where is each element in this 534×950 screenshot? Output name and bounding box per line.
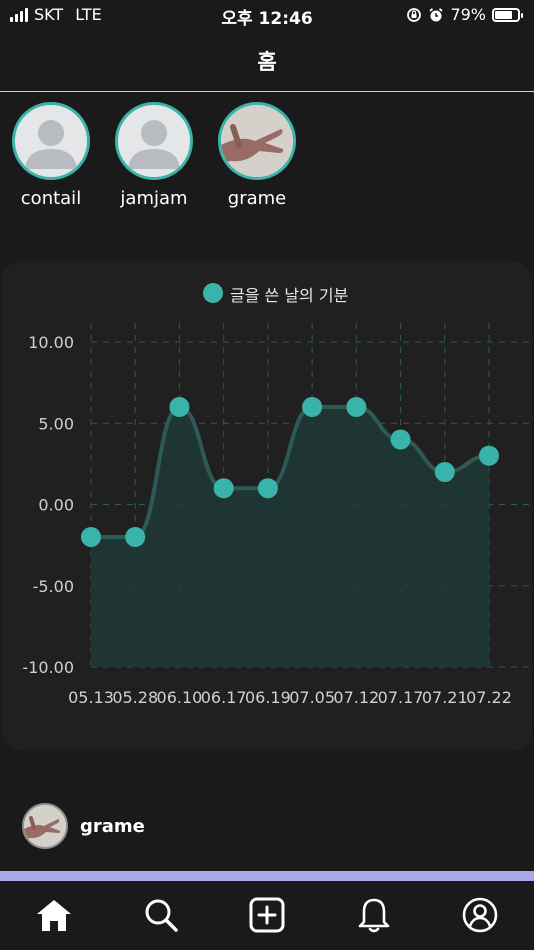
story-name[interactable]: jamjam	[120, 188, 188, 209]
tab-profile[interactable]	[460, 895, 500, 935]
tab-bar	[0, 881, 534, 950]
signal-icon	[10, 7, 28, 22]
orientation-lock-icon	[407, 7, 422, 22]
hand-photo-icon	[24, 805, 66, 847]
story-item-contail[interactable]: contail	[12, 102, 90, 209]
story-name[interactable]: contail	[20, 188, 82, 209]
data-point	[479, 445, 499, 466]
story-name[interactable]: grame	[227, 188, 287, 209]
y-tick-label: -10.00	[22, 658, 74, 677]
data-point	[125, 527, 146, 547]
battery-icon	[492, 7, 523, 22]
hand-photo-icon	[221, 105, 293, 177]
following-list: contail jamjam grame	[12, 102, 296, 209]
x-tick-label: 06.19	[245, 688, 291, 707]
avatar[interactable]	[218, 102, 296, 180]
mood-line-chart: 글을 쓴 날의 기분10.005.000.00-5.00-10.0005.130…	[22, 283, 530, 707]
status-right: 79%	[406, 5, 523, 24]
avatar[interactable]	[12, 102, 90, 180]
legend-label: 글을 쓴 날의 기분	[230, 286, 348, 305]
story-item-jamjam[interactable]: jamjam	[115, 102, 193, 209]
alarm-icon	[429, 7, 444, 21]
person-placeholder-icon	[25, 120, 77, 169]
tab-notifications[interactable]	[354, 895, 394, 935]
data-point	[169, 397, 190, 417]
author-avatar[interactable]	[22, 803, 68, 849]
mood-chart-card: 글을 쓴 날의 기분 10.00 5.00 0.00 -5.00 -10.00 05.13 0…	[2, 261, 532, 751]
x-tick-label: 05.13	[68, 688, 114, 707]
avatar[interactable]	[115, 102, 193, 180]
x-tick-label: 07.21	[422, 688, 468, 707]
y-tick-label: 10.00	[28, 333, 74, 352]
data-point	[81, 527, 101, 547]
profile-icon	[462, 897, 498, 933]
data-point	[390, 429, 411, 450]
y-tick-label: -5.00	[33, 577, 74, 596]
data-point	[213, 478, 234, 499]
x-tick-label: 07.17	[378, 688, 424, 707]
y-tick-label: 5.00	[38, 414, 74, 433]
x-tick-label: 06.17	[201, 688, 247, 707]
bell-icon	[358, 898, 390, 933]
search-icon	[145, 899, 178, 932]
x-tick-label: 06.10	[157, 688, 203, 707]
battery-level	[495, 10, 513, 19]
data-point	[257, 478, 278, 499]
post-image[interactable]	[0, 871, 534, 881]
data-point	[302, 397, 323, 417]
series-line	[91, 404, 490, 539]
story-item-grame[interactable]: grame	[218, 102, 296, 209]
data-point	[346, 397, 367, 417]
x-tick-label: 07.12	[333, 688, 379, 707]
home-icon	[37, 900, 71, 931]
x-tick-label: 07.05	[289, 688, 335, 707]
header: 홈	[0, 32, 534, 92]
x-tick-label: 05.28	[112, 688, 158, 707]
legend-marker	[203, 283, 223, 303]
data-point	[434, 462, 455, 482]
page-title: 홈	[257, 50, 277, 74]
tab-add-post[interactable]	[247, 895, 287, 935]
x-tick-label: 07.22	[466, 688, 512, 707]
post-header[interactable]: grame	[22, 803, 145, 849]
carrier-label: SKT	[34, 5, 64, 24]
tab-home[interactable]	[34, 895, 74, 935]
status-left: SKT LTE	[10, 5, 102, 24]
series-area	[91, 407, 489, 667]
battery-percent: 79%	[450, 5, 486, 24]
status-bar: SKT LTE 오후 12:46 79%	[0, 0, 534, 32]
tab-search[interactable]	[141, 895, 181, 935]
y-tick-label: 0.00	[38, 496, 74, 515]
author-name[interactable]: grame	[80, 815, 145, 837]
person-placeholder-icon	[128, 120, 180, 169]
network-label: LTE	[75, 5, 102, 24]
add-post-icon	[249, 897, 285, 933]
status-time: 오후 12:46	[221, 9, 313, 29]
